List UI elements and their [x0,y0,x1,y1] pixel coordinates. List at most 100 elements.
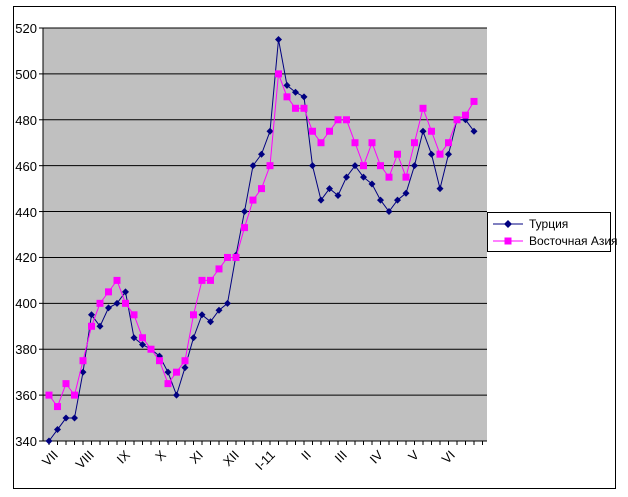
series-1-marker[interactable] [470,97,478,105]
series-1-marker[interactable] [79,357,87,365]
series-1-marker[interactable] [54,403,61,411]
series-0-marker[interactable] [385,208,393,216]
series-1-marker[interactable] [45,391,53,399]
series-1-marker[interactable] [224,253,231,261]
series-1-marker[interactable] [130,311,138,319]
series-1-marker[interactable] [232,253,240,261]
series-0-marker[interactable] [54,426,61,434]
series-0-marker[interactable] [96,322,104,330]
series-1-marker[interactable] [428,127,435,135]
series-0-marker[interactable] [419,127,427,135]
series-0-marker[interactable] [79,368,87,376]
series-0-marker[interactable] [198,311,206,319]
series-1-marker[interactable] [147,345,155,353]
series-1-marker[interactable] [275,70,282,78]
series-1-marker[interactable] [326,127,333,135]
series-1-marker[interactable] [453,116,461,124]
series-1-marker[interactable] [113,276,121,284]
series-1-marker[interactable] [215,265,223,273]
series-1-marker[interactable] [207,276,214,284]
series-0-marker[interactable] [164,368,172,376]
series-1-marker[interactable] [394,150,401,158]
series-1-marker[interactable] [292,104,299,112]
series-1-marker[interactable] [198,276,206,284]
series-0-marker[interactable] [402,189,410,197]
series-1-marker[interactable] [334,116,342,124]
series-0-marker[interactable] [300,93,308,101]
series-1-marker[interactable] [300,104,308,112]
series-1-marker[interactable] [360,162,367,170]
series-1-marker[interactable] [309,127,316,135]
series-1-marker[interactable] [462,111,469,119]
series-1-marker[interactable] [71,391,78,399]
series-1-marker[interactable] [351,139,359,147]
chart-border-frame[interactable] [13,6,616,489]
series-0-marker[interactable] [266,127,274,135]
series-1-marker[interactable] [266,162,274,170]
series-0-marker[interactable] [445,150,452,158]
series-1-marker[interactable] [88,322,95,330]
series-0-marker[interactable] [224,299,231,307]
series-1-marker[interactable] [419,104,427,112]
series-1-marker[interactable] [173,368,180,376]
series-0-marker[interactable] [207,318,214,326]
series-0-marker[interactable] [105,304,112,312]
legend-entry-turkey[interactable]: Турция [492,215,610,232]
series-1-marker[interactable] [402,173,410,181]
series-0-marker[interactable] [88,311,95,319]
series-0-marker[interactable] [292,88,299,96]
series-0-marker[interactable] [181,364,189,372]
series-0-marker[interactable] [351,162,359,170]
series-1-marker[interactable] [317,139,325,147]
legend-entry-east-asia[interactable]: Восточная Азия [492,232,618,249]
series-0-marker[interactable] [258,150,265,158]
series-1-marker[interactable] [283,93,291,101]
series-1-marker[interactable] [258,185,265,193]
series-1-marker[interactable] [436,150,444,158]
series-0-marker[interactable] [190,334,197,342]
series-0-marker[interactable] [334,191,342,199]
series-0-marker[interactable] [241,208,248,216]
series-0-marker[interactable] [360,173,367,181]
series-1-marker[interactable] [343,116,350,124]
series-1-marker[interactable] [156,357,163,365]
series-1-marker[interactable] [96,299,104,307]
series-0-marker[interactable] [130,334,138,342]
series-0-marker[interactable] [317,196,325,204]
series-1-marker[interactable] [241,224,248,232]
series-0-marker[interactable] [394,196,401,204]
series-0-marker[interactable] [428,150,435,158]
series-1-marker[interactable] [62,380,70,388]
series-1-marker[interactable] [139,334,146,342]
series-1-marker[interactable] [122,299,129,307]
series-0-marker[interactable] [283,81,291,89]
series-0-marker[interactable] [122,288,129,296]
series-0-marker[interactable] [326,185,333,193]
plot-area[interactable] [43,28,487,441]
series-1-marker[interactable] [105,288,112,296]
series-0-marker[interactable] [45,437,53,445]
series-1-marker[interactable] [190,311,197,319]
series-0-marker[interactable] [343,173,350,181]
series-0-marker[interactable] [113,299,121,307]
series-1-marker[interactable] [385,173,393,181]
series-0-marker[interactable] [470,127,478,135]
series-0-marker[interactable] [275,35,282,43]
series-1-marker[interactable] [411,139,418,147]
series-0-marker[interactable] [173,391,180,399]
series-1-marker[interactable] [377,162,384,170]
series-0-marker[interactable] [368,180,376,188]
series-0-marker[interactable] [62,414,70,422]
series-0-marker[interactable] [71,414,78,422]
series-1-marker[interactable] [368,139,376,147]
series-0-marker[interactable] [249,162,257,170]
legend[interactable]: Турция Восточная Азия [487,212,618,252]
series-1-marker[interactable] [164,380,172,388]
series-1-marker[interactable] [249,196,257,204]
series-0-marker[interactable] [411,162,418,170]
series-0-marker[interactable] [139,341,146,349]
series-0-marker[interactable] [215,306,223,314]
series-0-marker[interactable] [377,196,384,204]
series-1-marker[interactable] [445,139,452,147]
series-1-marker[interactable] [181,357,189,365]
